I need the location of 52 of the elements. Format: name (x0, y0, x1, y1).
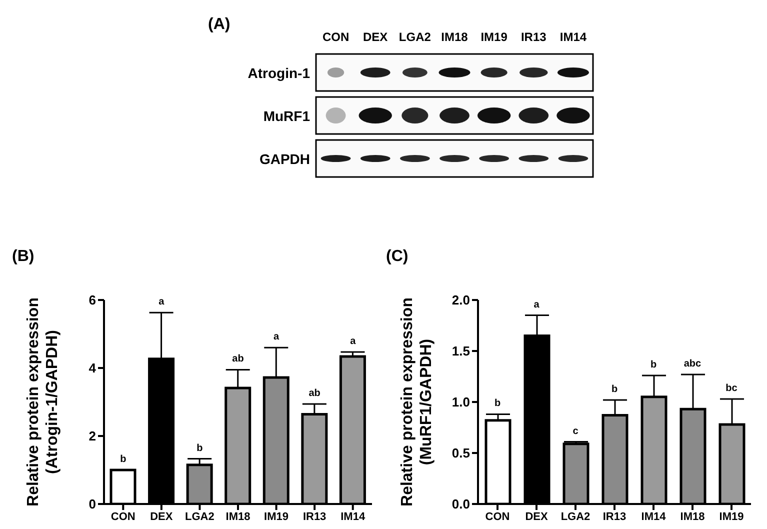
annotation: b (650, 359, 657, 370)
annotation: b (120, 454, 126, 465)
annotation: b (196, 442, 203, 454)
text: MuRF1 (263, 108, 310, 124)
y-tick-label: 2 (88, 428, 96, 444)
annotation: b (494, 398, 501, 410)
text: GAPDH (259, 151, 310, 167)
x-tick-label: CON (485, 510, 510, 523)
annotation: c (572, 426, 579, 437)
x-tick-label: IR13 (302, 510, 326, 523)
x-tick-label: DEX (525, 510, 548, 523)
category-label: IM18 (440, 30, 469, 44)
x-tick-label: LGA2 (185, 510, 214, 523)
x-tick-label: LGA2 (560, 510, 590, 523)
y-tick-label: 4 (88, 360, 97, 376)
x-tick-label: IM14 (641, 510, 667, 523)
x-tick-label: IM19 (264, 510, 289, 523)
y-tick-label: 0.0 (452, 496, 470, 512)
text: (A) (208, 16, 230, 34)
chart-title: (B) (12, 248, 34, 266)
y-tick-label: 2.0 (452, 292, 470, 308)
category-label: LGA2 (398, 30, 432, 44)
annotation: a (350, 336, 356, 348)
category-label: IM19 (480, 30, 508, 44)
annotation: a (274, 332, 280, 343)
annotation: b (611, 384, 618, 395)
y-tick-label: 1.0 (452, 394, 470, 410)
x-tick-label: IM14 (340, 510, 366, 523)
y-axis-title: Relative protein expression (Atrogin-1/GAPDH) (25, 298, 61, 506)
category-label: IR13 (520, 30, 548, 44)
annotation: ab (308, 388, 320, 400)
y-tick-label: 0.5 (452, 446, 470, 461)
chart-title: (C) (386, 248, 408, 266)
x-tick-label: IM19 (719, 510, 744, 523)
x-tick-label: IM18 (680, 510, 705, 523)
category-label: CON (321, 30, 350, 44)
y-tick-label: 1.5 (452, 344, 470, 359)
annotation: a (158, 296, 165, 308)
annotation: bc (726, 382, 738, 394)
y-axis-title: Relative protein expression (MuRF1/GAPDH) (399, 298, 435, 506)
annotation: a (534, 299, 540, 310)
x-tick-label: CON (110, 510, 136, 523)
category-label: DEX (362, 30, 389, 44)
y-tick-label: 6 (88, 292, 96, 308)
y-tick-label: 0 (88, 496, 96, 512)
annotation: abc (684, 358, 702, 370)
category-label: IM14 (558, 30, 588, 44)
x-tick-label: DEX (150, 510, 174, 523)
text: Atrogin-1 (248, 65, 310, 81)
x-tick-label: IM18 (226, 510, 250, 523)
x-tick-label: IR13 (602, 510, 626, 523)
annotation: ab (232, 354, 244, 365)
